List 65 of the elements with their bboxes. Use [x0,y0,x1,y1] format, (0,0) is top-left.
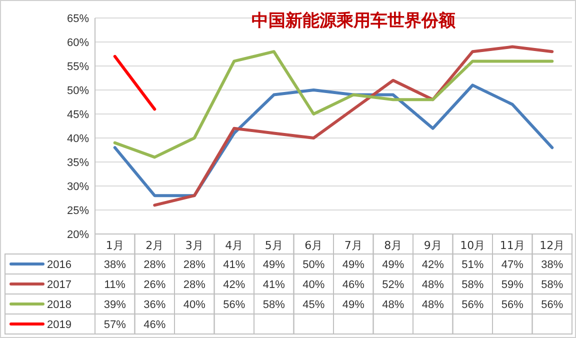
data-label: 56% [223,299,246,311]
data-label: 56% [541,299,564,311]
ytick: 20% [66,229,89,241]
ytick: 65% [66,13,89,25]
xtick: 9月 [424,239,442,252]
ytick: 50% [66,85,89,97]
data-label: 28% [183,259,206,271]
data-label: 57% [104,319,126,331]
data-label: 28% [183,279,206,291]
data-label: 46% [342,279,364,291]
data-label: 38% [541,259,564,271]
legend-label: 2019 [47,319,72,331]
xtick: 6月 [304,239,323,252]
data-label: 50% [302,259,325,271]
ytick: 35% [66,157,89,169]
data-label: 39% [104,299,126,311]
ytick: 55% [66,61,89,73]
legend-label: 2017 [47,279,72,291]
ytick: 45% [66,109,89,121]
xtick: 7月 [344,239,362,252]
xtick: 1月 [106,239,124,252]
data-label: 58% [541,279,564,291]
data-label: 49% [342,299,364,311]
data-label: 51% [462,259,484,271]
data-label: 11% [104,279,126,291]
data-label: 49% [342,259,364,271]
data-label: 40% [302,279,325,291]
data-label: 40% [183,299,206,311]
data-label: 41% [223,259,246,271]
xtick: 3月 [185,239,204,252]
xtick: 12月 [540,239,565,252]
data-label: 49% [262,259,285,271]
ytick: 60% [66,37,89,49]
xtick: 2月 [146,239,164,252]
data-label: 41% [262,279,285,291]
data-label: 38% [104,259,126,271]
data-label: 42% [223,279,246,291]
data-label: 58% [462,279,484,291]
data-label: 36% [144,299,166,311]
xtick: 10月 [460,239,486,252]
xtick: 5月 [264,239,283,252]
data-label: 28% [144,259,166,271]
data-label: 49% [382,259,404,271]
ytick: 40% [66,133,89,145]
data-label: 56% [462,299,484,311]
data-label: 47% [501,259,524,271]
data-label: 48% [422,299,444,311]
data-label: 48% [382,299,404,311]
data-label: 45% [302,299,325,311]
data-label: 59% [501,279,524,291]
title: 中国新能源乘用车世界份额 [252,11,456,31]
data-label: 42% [422,259,444,271]
data-label: 46% [144,319,166,331]
data-label: 52% [382,279,404,291]
data-label: 56% [501,299,524,311]
ytick: 30% [66,181,89,193]
data-label: 48% [422,279,444,291]
xtick: 8月 [384,239,402,252]
legend-label: 2016 [47,259,72,271]
xtick: 4月 [225,239,244,252]
legend-label: 2018 [47,299,72,311]
data-label: 58% [262,299,285,311]
ytick: 25% [66,205,89,217]
data-label: 26% [144,279,166,291]
xtick: 11月 [500,239,525,252]
